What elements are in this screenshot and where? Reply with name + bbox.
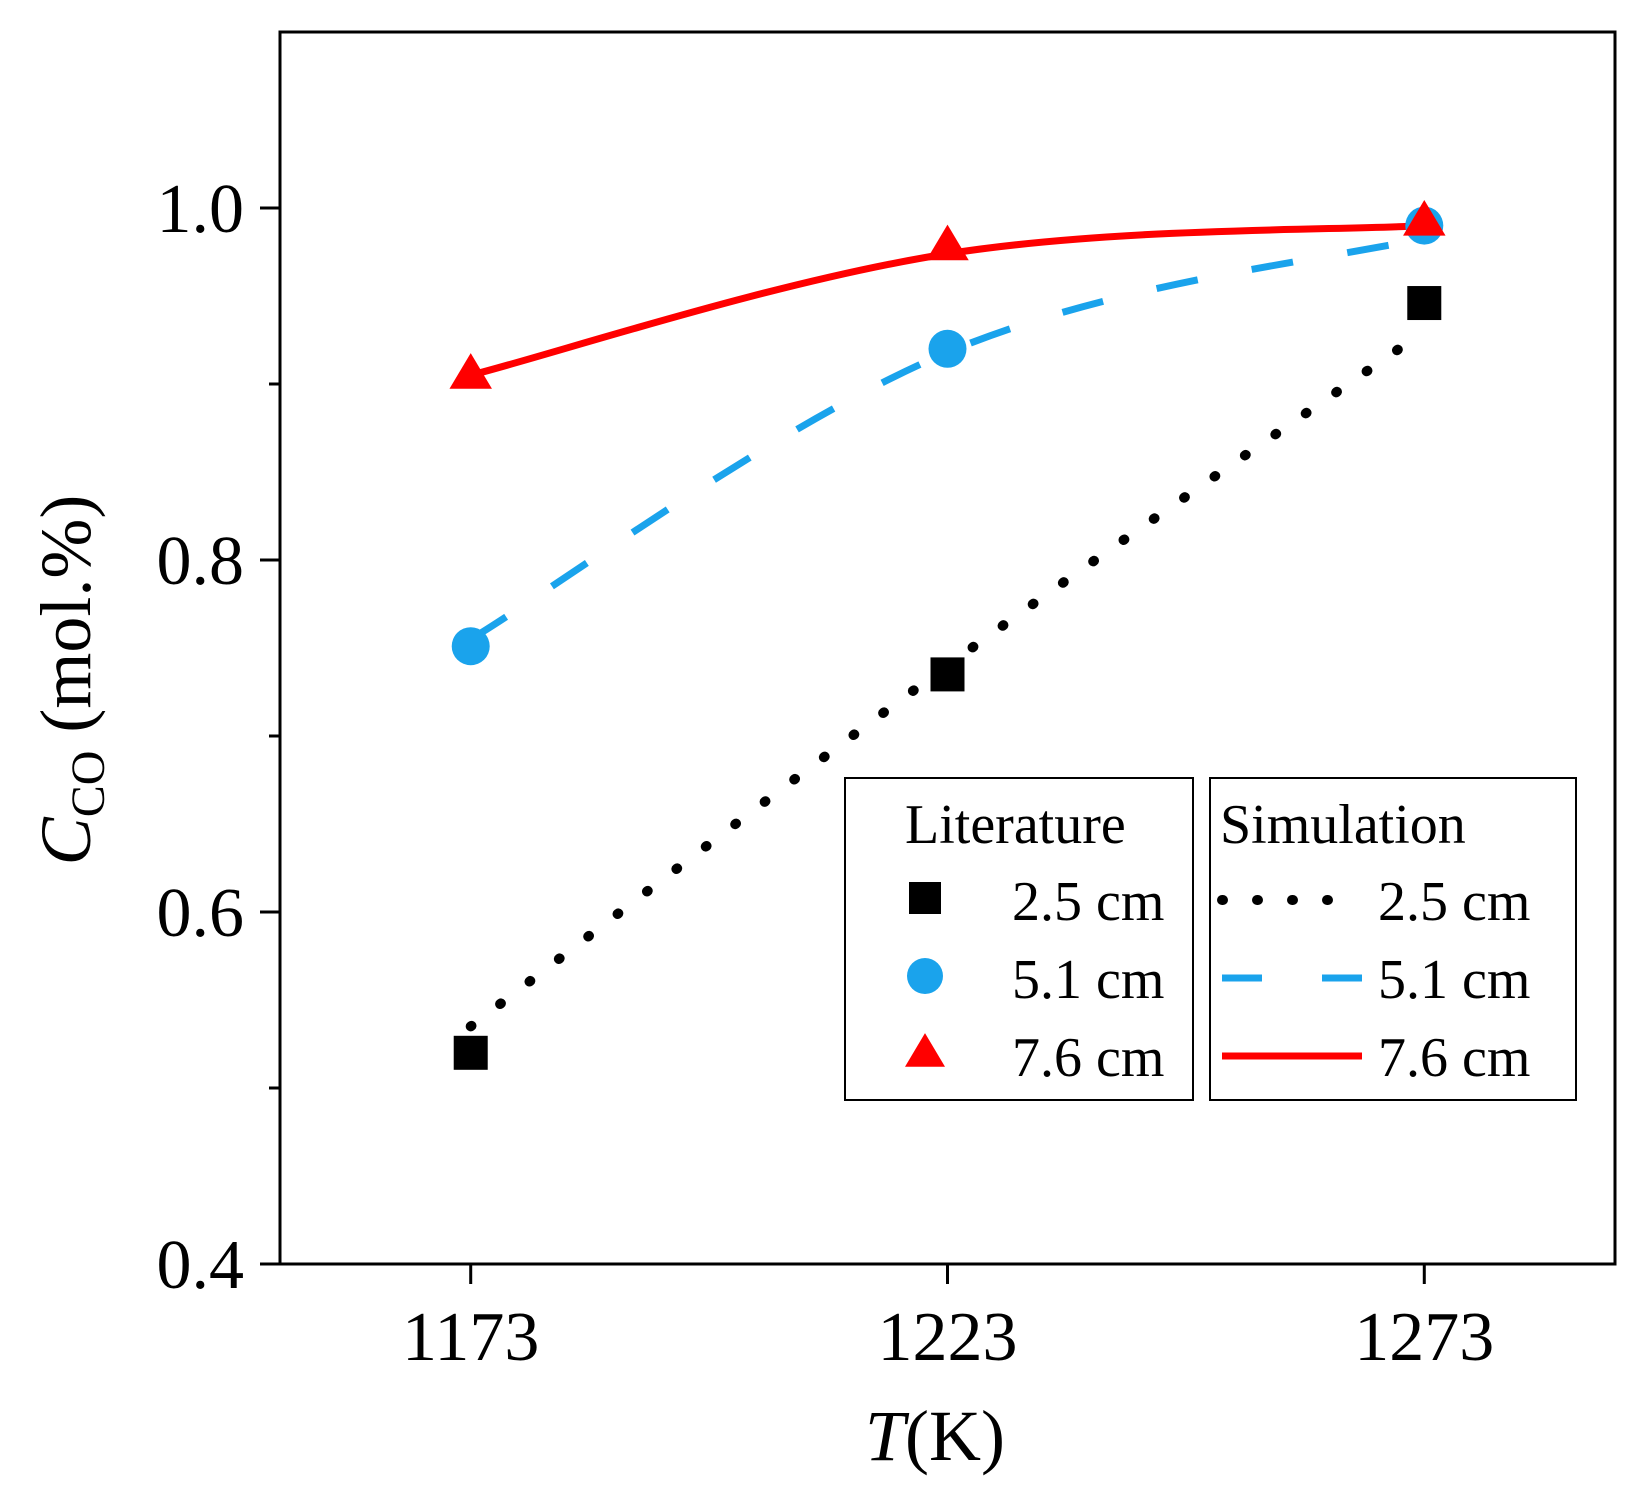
legend-marker-square <box>909 882 941 914</box>
legend-simulation-label: 2.5 cm <box>1378 871 1530 933</box>
legend-literature-box <box>844 777 1194 1101</box>
legend-literature-header: Literature <box>905 794 1126 856</box>
x-axis-title: T(K) <box>865 1396 1005 1476</box>
y-tick-label: 0.8 <box>157 523 245 600</box>
legend-marker-triangle <box>905 1033 945 1067</box>
literature-point-square <box>1407 286 1442 321</box>
x-tick-label: 1273 <box>1354 1299 1494 1376</box>
y-axis-title-symbol: C <box>26 816 106 865</box>
y-tick-label: 0.6 <box>157 875 245 952</box>
simulation-line-2 <box>468 234 1426 643</box>
y-axis-title-subscript: CO <box>62 751 115 818</box>
literature-point-triangle <box>1403 199 1446 236</box>
y-tick-label: 1.0 <box>157 171 245 248</box>
literature-point-square <box>453 1035 488 1070</box>
axis-ticks: 0.4 0.6 0.8 1.0 1173 1223 1273 <box>157 171 1495 1376</box>
literature-point-circle <box>928 329 967 368</box>
literature-markers <box>449 199 1446 1070</box>
x-tick-label: 1223 <box>878 1299 1018 1376</box>
legend-simulation-label: 7.6 cm <box>1378 1027 1530 1089</box>
y-axis-title-unit: (mol.%) <box>26 495 106 751</box>
literature-point-triangle <box>926 224 969 261</box>
legend-simulation-header: Simulation <box>1220 794 1466 856</box>
x-axis-title-symbol: T <box>865 1396 910 1476</box>
legend-entries: 2.5 cm 5.1 cm 7.6 cm 2.5 cm 5.1 cm 7.6 cm <box>905 871 1530 1089</box>
legend-marker-circle <box>907 958 943 994</box>
legend-literature-label: 7.6 cm <box>1012 1027 1164 1089</box>
x-tick-label: 1173 <box>402 1299 539 1376</box>
y-axis-title: CCO (mol.%) <box>26 495 115 866</box>
x-axis-title-unit: (K) <box>905 1396 1005 1476</box>
literature-point-square <box>930 657 965 692</box>
legend-literature-label: 2.5 cm <box>1012 871 1164 933</box>
literature-point-triangle <box>449 353 492 389</box>
legend: Literature Simulation 2.5 cm 5.1 cm 7.6 cm… <box>844 777 1577 1101</box>
legend-literature-label: 5.1 cm <box>1012 949 1164 1011</box>
literature-point-circle <box>451 627 490 666</box>
legend-simulation-label: 5.1 cm <box>1378 949 1530 1011</box>
legend-simulation-box <box>1209 777 1577 1101</box>
y-tick-label: 0.4 <box>157 1227 245 1304</box>
